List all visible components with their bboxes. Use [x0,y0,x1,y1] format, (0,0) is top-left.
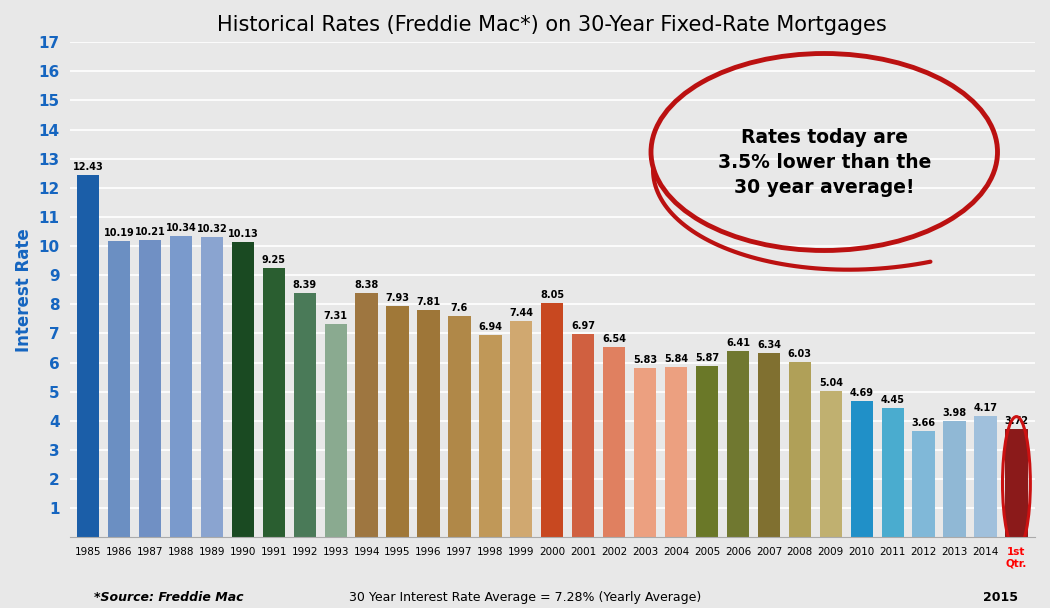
Text: 3.66: 3.66 [911,418,936,428]
Text: 2015: 2015 [984,591,1018,604]
Bar [665,367,687,537]
Text: 8.39: 8.39 [293,280,317,290]
Bar [262,268,285,537]
Bar [324,325,346,537]
Y-axis label: Interest Rate: Interest Rate [15,228,33,351]
Bar [541,303,564,537]
Bar [510,320,532,537]
Text: 10.21: 10.21 [134,227,165,237]
Text: 6.97: 6.97 [571,322,595,331]
Bar [356,293,378,537]
Text: 8.38: 8.38 [355,280,379,290]
Bar [139,240,161,537]
Text: 5.87: 5.87 [695,353,719,364]
Text: 10.19: 10.19 [104,227,134,238]
Text: 7.6: 7.6 [450,303,468,313]
Text: 7.93: 7.93 [385,294,410,303]
Bar [572,334,594,537]
Text: 4.45: 4.45 [881,395,905,405]
Text: 10.32: 10.32 [196,224,227,234]
Text: 12.43: 12.43 [72,162,104,172]
Bar [201,237,223,537]
Bar [789,362,811,537]
Text: 4.17: 4.17 [973,403,997,413]
Text: 6.34: 6.34 [757,340,781,350]
Bar [912,430,935,537]
Text: 3.72: 3.72 [1005,416,1028,426]
Text: 5.04: 5.04 [819,378,843,388]
Text: Rates today are
3.5% lower than the
30 year average!: Rates today are 3.5% lower than the 30 y… [717,128,931,198]
Bar [727,351,749,537]
Bar [294,293,316,537]
Text: 6.03: 6.03 [788,349,812,359]
Bar [77,175,100,537]
Title: Historical Rates (Freddie Mac*) on 30-Year Fixed-Rate Mortgages: Historical Rates (Freddie Mac*) on 30-Ye… [217,15,887,35]
Bar [386,306,408,537]
Bar [758,353,780,537]
Bar [603,347,626,537]
Bar [417,310,440,537]
Text: 5.84: 5.84 [664,354,688,364]
Text: 10.13: 10.13 [228,229,258,240]
Bar [448,316,470,537]
Text: *Source: Freddie Mac: *Source: Freddie Mac [94,591,244,604]
Bar [108,241,130,537]
Text: 6.41: 6.41 [726,337,750,348]
Text: 10.34: 10.34 [166,223,196,233]
Text: 7.31: 7.31 [323,311,348,322]
Bar [479,335,502,537]
Text: 30 Year Interest Rate Average = 7.28% (Yearly Average): 30 Year Interest Rate Average = 7.28% (Y… [349,591,701,604]
Bar [1005,429,1028,537]
Text: 4.69: 4.69 [849,388,874,398]
Text: 3.98: 3.98 [943,409,967,418]
Bar [696,367,718,537]
Text: 6.94: 6.94 [479,322,502,332]
Bar [882,408,904,537]
Bar [943,421,966,537]
Bar [974,416,996,537]
Bar [820,390,842,537]
Bar [850,401,873,537]
Text: 5.83: 5.83 [633,354,657,365]
Bar [634,367,656,537]
Text: 9.25: 9.25 [261,255,286,265]
Text: 8.05: 8.05 [540,290,564,300]
Text: 7.44: 7.44 [509,308,533,318]
Bar [232,242,254,537]
Bar [170,236,192,537]
Text: 6.54: 6.54 [602,334,626,344]
Text: 7.81: 7.81 [417,297,441,307]
